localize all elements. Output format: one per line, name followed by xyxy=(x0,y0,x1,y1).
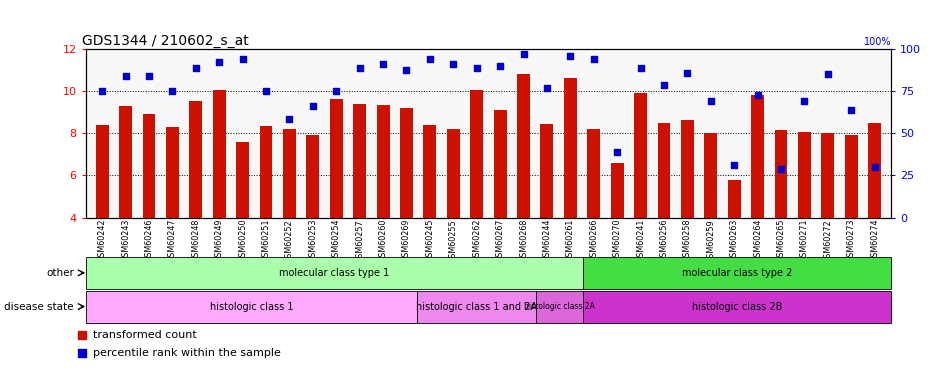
Point xyxy=(866,164,882,170)
Point xyxy=(351,65,367,71)
Text: percentile rank within the sample: percentile rank within the sample xyxy=(92,348,280,358)
Bar xyxy=(417,291,535,322)
Bar xyxy=(236,142,248,218)
Text: histologic class 2B: histologic class 2B xyxy=(691,302,782,312)
Bar xyxy=(212,90,226,218)
Point xyxy=(305,103,320,109)
Point xyxy=(796,99,811,105)
Text: other: other xyxy=(46,268,74,278)
Text: histologic class 1 and 2A: histologic class 1 and 2A xyxy=(416,302,537,312)
Point xyxy=(773,166,788,172)
Point xyxy=(492,63,507,69)
Bar xyxy=(517,74,529,217)
Point xyxy=(609,149,625,155)
Point xyxy=(282,116,297,122)
Text: transformed count: transformed count xyxy=(92,330,196,340)
Bar xyxy=(681,120,693,218)
Bar xyxy=(143,114,155,218)
Bar xyxy=(586,129,600,218)
Point xyxy=(235,56,250,62)
Point xyxy=(703,99,718,105)
Point xyxy=(446,60,461,66)
Bar xyxy=(307,135,319,218)
Text: molecular class type 2: molecular class type 2 xyxy=(682,268,791,278)
Point xyxy=(328,88,344,94)
Bar xyxy=(704,133,717,218)
Bar xyxy=(727,180,740,218)
Point xyxy=(820,71,835,77)
Point xyxy=(258,88,273,94)
Bar xyxy=(86,257,583,289)
Bar xyxy=(657,123,669,218)
Bar xyxy=(166,127,179,218)
Bar xyxy=(119,106,132,218)
Point xyxy=(749,92,764,98)
Bar xyxy=(797,132,810,218)
Point xyxy=(211,60,227,66)
Point xyxy=(188,65,203,71)
Point xyxy=(94,88,109,94)
Text: 100%: 100% xyxy=(863,37,890,47)
Point xyxy=(562,53,577,59)
Point xyxy=(74,351,89,356)
Point xyxy=(515,51,530,57)
Point xyxy=(399,67,414,73)
Bar xyxy=(446,129,459,218)
Bar xyxy=(400,108,412,218)
Point xyxy=(539,85,554,91)
Bar xyxy=(535,291,583,322)
Point xyxy=(375,60,390,66)
Point xyxy=(422,56,437,62)
Bar xyxy=(469,90,483,218)
Text: histologic class 2A: histologic class 2A xyxy=(524,302,594,311)
Bar xyxy=(633,93,646,218)
Point xyxy=(74,332,89,338)
Bar xyxy=(283,129,295,218)
Text: GDS1344 / 210602_s_at: GDS1344 / 210602_s_at xyxy=(82,34,248,48)
Bar xyxy=(583,257,890,289)
Bar xyxy=(95,124,109,217)
Bar xyxy=(353,104,366,218)
Bar xyxy=(583,291,890,322)
Point xyxy=(679,70,694,76)
Text: histologic class 1: histologic class 1 xyxy=(209,302,293,312)
Point xyxy=(141,73,156,79)
Bar xyxy=(259,126,272,218)
Text: disease state: disease state xyxy=(5,302,74,312)
Bar xyxy=(867,123,881,218)
Bar xyxy=(189,102,202,217)
Point xyxy=(656,82,671,88)
Bar xyxy=(774,130,786,218)
Point xyxy=(843,107,858,113)
Bar xyxy=(821,133,833,218)
Bar xyxy=(329,99,343,218)
Text: molecular class type 1: molecular class type 1 xyxy=(279,268,389,278)
Bar xyxy=(843,135,857,218)
Bar xyxy=(86,291,417,322)
Bar xyxy=(376,105,389,218)
Bar xyxy=(610,163,623,218)
Point xyxy=(585,56,601,62)
Point xyxy=(165,88,180,94)
Point xyxy=(468,65,484,71)
Point xyxy=(118,73,133,79)
Bar xyxy=(493,110,506,218)
Point xyxy=(632,65,647,71)
Bar xyxy=(564,78,576,218)
Bar xyxy=(540,124,553,218)
Point xyxy=(725,162,741,168)
Bar xyxy=(423,124,436,217)
Bar xyxy=(750,95,764,218)
